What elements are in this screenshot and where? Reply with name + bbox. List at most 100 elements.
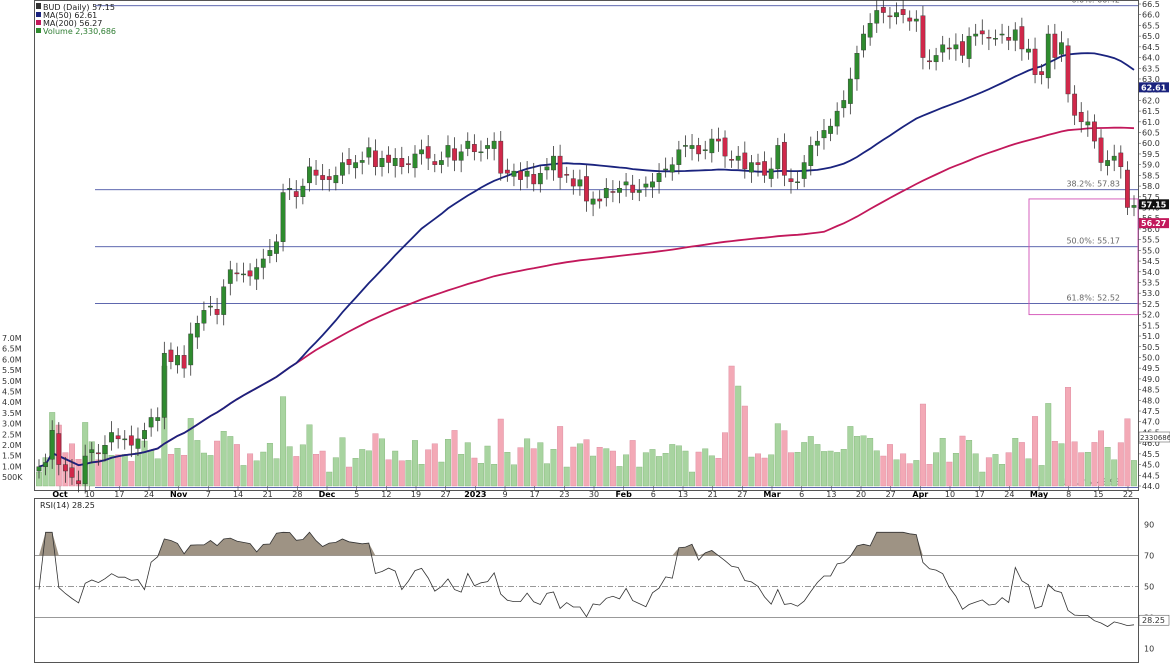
candle-body: [511, 170, 517, 177]
candle-body: [135, 438, 141, 449]
candle-body: [128, 435, 134, 446]
volume-bar: [702, 448, 709, 487]
candle-body: [491, 140, 497, 149]
volume-bar: [220, 431, 227, 487]
candle-body: [841, 100, 847, 109]
candle-body: [887, 15, 893, 18]
volume-tag: 2330686: [1140, 434, 1170, 442]
candle-body: [465, 140, 471, 149]
candle-body: [425, 146, 431, 159]
volume-bar: [181, 455, 188, 487]
candle-body: [814, 140, 820, 146]
price-tick-label: 51.0: [1142, 332, 1160, 341]
price-tick-label: 53.5: [1142, 278, 1160, 287]
volume-bar: [1071, 441, 1078, 487]
price-tick-label: 48.0: [1142, 396, 1160, 405]
candle-body: [933, 55, 939, 63]
candle-body: [95, 452, 101, 455]
volume-bar: [286, 446, 293, 487]
candle-body: [1125, 169, 1130, 208]
candle-body: [452, 148, 457, 161]
candle-body: [537, 173, 543, 185]
volume-bar: [860, 435, 867, 487]
price-tick-label: 45.0: [1142, 461, 1160, 470]
x-tick-label: Mar: [763, 490, 780, 499]
candle-body: [735, 155, 741, 161]
volume-bar: [1045, 403, 1052, 487]
price-tick-label: 56.0: [1142, 225, 1160, 234]
candle-body: [504, 169, 510, 174]
volume-bar: [115, 454, 122, 487]
volume-bar: [379, 438, 385, 487]
x-tick-label: 23: [559, 490, 569, 499]
candle-body: [551, 155, 556, 171]
legend-title: BUD (Daily) 57.15: [43, 3, 115, 12]
candle-body: [702, 149, 708, 151]
candle-body: [478, 151, 484, 154]
volume-bar: [689, 471, 696, 487]
price-tick-label: 59.0: [1142, 161, 1160, 170]
price-tick-label: 55.5: [1142, 236, 1160, 245]
volume-bar: [392, 450, 399, 487]
volume-bar: [715, 458, 722, 487]
volume-bar: [656, 456, 663, 487]
price-tick-label: 58.5: [1142, 171, 1160, 180]
volume-bar: [919, 403, 926, 487]
candle-body: [293, 191, 299, 197]
price-tick-label: 52.0: [1142, 311, 1160, 320]
x-tick-label: 27: [886, 490, 896, 499]
volume-bar: [629, 440, 636, 487]
volume-bar: [385, 459, 392, 487]
volume-bar: [477, 463, 484, 487]
volume-bar: [1051, 441, 1058, 487]
fib-label: 0.0%: 66.42: [1072, 0, 1120, 5]
volume-bar: [154, 458, 161, 487]
candle-body: [333, 175, 339, 184]
volume-bar: [682, 450, 689, 487]
candle-body: [1105, 160, 1111, 166]
candle-body: [946, 47, 952, 50]
candle-body: [834, 110, 840, 127]
candle-body: [221, 286, 227, 315]
ma200-price-tag: 56.27: [1141, 219, 1166, 228]
x-tick-label: 21: [708, 490, 718, 499]
candle-body: [438, 160, 444, 165]
volume-bar: [1104, 447, 1111, 487]
ma50-price-tag-bg: [1139, 82, 1169, 93]
candle-body: [399, 158, 405, 168]
last-price-tag-bg: [1139, 199, 1169, 210]
volume-bar: [233, 444, 240, 487]
volume-bar: [293, 456, 300, 487]
volume-bar: [1078, 452, 1085, 487]
volume-bar: [722, 432, 728, 487]
volume-bar: [1117, 442, 1124, 487]
candle-body: [960, 41, 965, 56]
rsi-overbought-fill: [39, 532, 1134, 556]
volume-bar: [675, 445, 682, 487]
volume-bar: [649, 449, 656, 487]
x-tick-label: 21: [263, 490, 273, 499]
x-tick-label: 10: [945, 490, 955, 499]
rsi-tick-label: 70: [1144, 552, 1154, 561]
candle-body: [716, 138, 721, 142]
volume-bar: [273, 458, 280, 487]
x-tick-label: Dec: [319, 490, 336, 499]
volume-bar: [741, 405, 748, 487]
volume-bar: [412, 440, 418, 487]
candle-body: [307, 166, 312, 184]
candle-body: [260, 258, 266, 268]
candle-body: [458, 151, 464, 161]
candle-body: [788, 178, 794, 183]
volume-bar: [755, 453, 761, 487]
volume-bar: [346, 466, 353, 487]
candle-body: [148, 417, 154, 428]
price-tick-label: 57.5: [1142, 193, 1160, 202]
price-tick-label: 44.5: [1142, 471, 1160, 480]
candle-body: [1131, 205, 1137, 208]
candle-body: [656, 173, 662, 183]
rsi-tag: 28.25: [1142, 616, 1165, 625]
candle-body: [755, 162, 761, 165]
volume-bar: [359, 449, 366, 487]
price-tick-label: 63.0: [1142, 75, 1160, 84]
volume-bar: [319, 450, 326, 487]
